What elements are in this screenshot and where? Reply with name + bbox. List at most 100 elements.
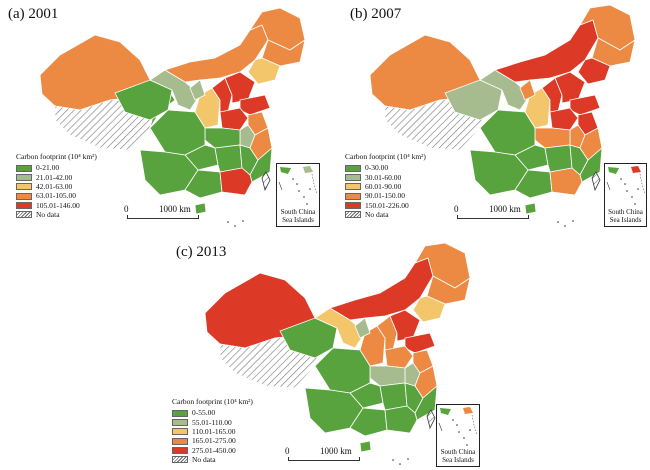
region-guangdong [384, 405, 418, 434]
panel-2007: (b) 2007 [325, 0, 650, 235]
scale-right: 1000 km [489, 204, 521, 214]
region-ningxia [354, 317, 371, 339]
region-liaoning [247, 57, 281, 85]
region-hainan [359, 440, 372, 453]
legend-swatch [345, 164, 361, 172]
legend-item: 0-30.00 [345, 164, 426, 173]
inset-map: South China Sea Islands [604, 163, 647, 227]
legend-item: 0-55.00 [172, 409, 253, 418]
legend-item: 63.01-105.00 [16, 191, 97, 200]
legend-swatch [16, 173, 32, 181]
region-taiwan [591, 171, 601, 192]
legend-label: 150.01-226.00 [365, 200, 409, 210]
legend-label: 42.01-63.00 [36, 181, 73, 191]
legend-item: 105.01-146.00 [16, 201, 97, 210]
legend-label: 21.01-42.00 [36, 172, 73, 182]
scale-right: 1000 km [159, 204, 191, 214]
legend-title: Carbon footprint (10⁴ km²) [345, 152, 426, 161]
legend-swatch [345, 201, 361, 209]
region-henan [549, 107, 579, 131]
legend-label: 105.01-146.00 [36, 200, 80, 210]
legend-item: 21.01-42.00 [16, 173, 97, 182]
legend-label: 0-30.00 [365, 163, 389, 173]
region-hunan [214, 144, 243, 173]
legend-item: 150.01-226.00 [345, 201, 426, 210]
legend-label: 63.01-105.00 [36, 191, 76, 201]
panel-title: (b) 2007 [350, 6, 402, 22]
legend-swatch-nodata [345, 211, 361, 219]
legend-label: 110.01-165.00 [192, 426, 236, 436]
legend-item: No data [16, 210, 97, 219]
region-liaoning [577, 57, 611, 85]
region-ningxia [189, 79, 206, 101]
legend-swatch [16, 164, 32, 172]
scale-bar: 0 1000 km [285, 446, 365, 466]
region-sichuan [479, 109, 536, 156]
legend-swatch [172, 409, 188, 417]
panel-title: (a) 2001 [8, 6, 59, 22]
legend-swatch [172, 418, 188, 426]
legend-label: 30.01-60.00 [365, 172, 402, 182]
china-map [369, 4, 636, 227]
legend-swatch-nodata [172, 456, 188, 464]
region-taiwan [261, 171, 271, 192]
region-hubei [204, 127, 241, 149]
legend-item: 55.01-110.00 [172, 418, 253, 427]
region-hubei [369, 365, 406, 387]
china-map [204, 242, 471, 465]
legend-label: 55.01-110.00 [192, 417, 232, 427]
legend-swatch [345, 183, 361, 191]
legend: Carbon footprint (10⁴ km²) 0-21.00 21.01… [16, 153, 97, 219]
legend-item: 0-21.00 [16, 164, 97, 173]
legend-swatch [16, 192, 32, 200]
legend-item: 165.01-275.00 [172, 436, 253, 445]
region-liaoning [412, 295, 446, 323]
region-hunan [379, 382, 408, 411]
region-hubei [534, 127, 571, 149]
legend-item: 90.01-150.00 [345, 191, 426, 200]
legend-label: 275.01-450.00 [192, 445, 236, 455]
region-hainan [524, 202, 537, 215]
legend-item: No data [345, 210, 426, 219]
inset-islands [278, 166, 318, 205]
region-taiwan [426, 409, 436, 430]
region-guangdong [219, 167, 253, 196]
scale-left: 0 [285, 446, 290, 456]
legend-item: 42.01-63.00 [16, 182, 97, 191]
scale-bar: 0 1000 km [124, 204, 204, 224]
legend-title: Carbon footprint (10⁴ km²) [172, 397, 253, 406]
legend-swatch-nodata [16, 211, 32, 219]
legend-swatch [16, 201, 32, 209]
region-henan [384, 345, 414, 369]
inset-islands [606, 166, 646, 205]
legend-swatch [172, 428, 188, 436]
legend-swatch [345, 173, 361, 181]
region-sichuan [149, 109, 206, 156]
legend-swatch [345, 192, 361, 200]
scale-bar: 0 1000 km [454, 204, 534, 224]
legend-label: 0-55.00 [192, 408, 216, 418]
scale-left: 0 [454, 204, 459, 214]
china-map [39, 7, 306, 227]
inset-label: South China Sea Islands [608, 208, 643, 224]
scale-left: 0 [124, 204, 129, 214]
region-henan [219, 107, 249, 131]
region-ningxia [519, 79, 536, 101]
panel-title: (c) 2013 [176, 244, 227, 260]
legend-label: 165.01-275.00 [192, 436, 236, 446]
inset-islands [438, 407, 478, 446]
legend-label: 90.01-150.00 [365, 191, 405, 201]
region-sichuan [314, 347, 371, 394]
panel-2013: (c) 2013 [160, 238, 490, 470]
legend-label: 0-21.00 [36, 163, 60, 173]
legend-item: 60.01-90.00 [345, 182, 426, 191]
inset-label: South China Sea Islands [280, 208, 316, 224]
legend-swatch [172, 446, 188, 454]
legend-item: 275.01-450.00 [172, 446, 253, 455]
legend-item: No data [172, 455, 253, 464]
legend-item: 30.01-60.00 [345, 173, 426, 182]
legend-swatch [16, 183, 32, 191]
inset-label: South China Sea Islands [440, 448, 476, 464]
legend-label: No data [36, 209, 60, 219]
legend-item: 110.01-165.00 [172, 427, 253, 436]
